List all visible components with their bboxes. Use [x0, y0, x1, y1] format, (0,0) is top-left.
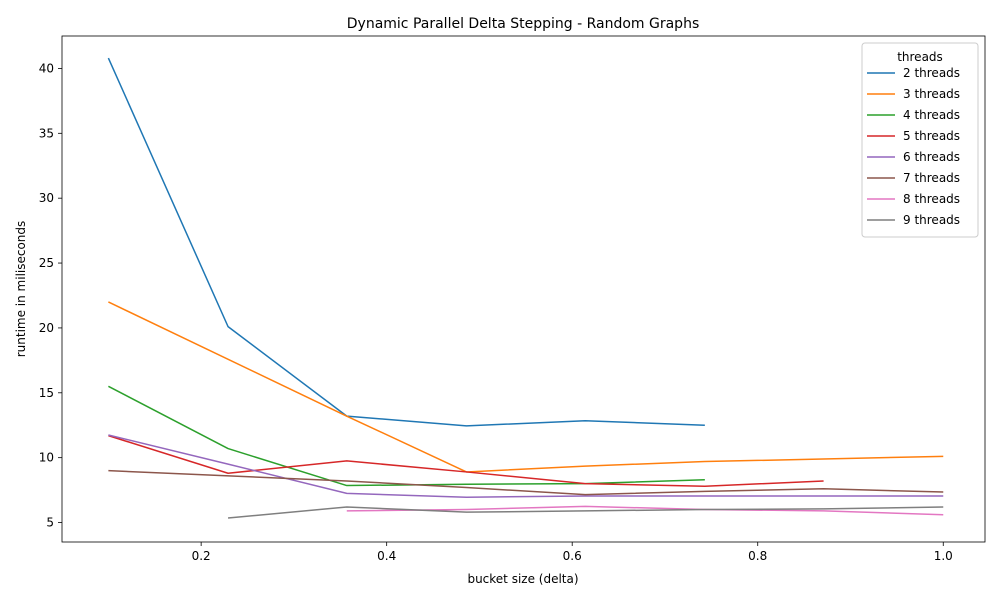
- legend-title: threads: [897, 50, 943, 64]
- legend-entry: 2 threads: [903, 66, 960, 80]
- plot-area: [61, 35, 986, 543]
- legend-entry: 8 threads: [903, 192, 960, 206]
- x-tick-label: 0.6: [563, 549, 582, 563]
- legend: threads 2 threads 3 threads 4 threads 5 thr…: [861, 42, 979, 238]
- y-tick-label: 25: [39, 256, 54, 270]
- x-axis-label: bucket size (delta): [467, 572, 578, 586]
- legend-box: [861, 42, 979, 238]
- y-tick-label: 30: [39, 191, 54, 205]
- series-line-6-threads: [108, 434, 944, 498]
- y-tick-label: 10: [39, 451, 54, 465]
- x-tick-label: 1.0: [934, 549, 953, 563]
- series-line-4-threads: [108, 385, 705, 487]
- legend-entry: 3 threads: [903, 87, 960, 101]
- plot-frame: [61, 35, 986, 543]
- series-line-2-threads: [107, 57, 705, 427]
- y-tick-label: 15: [39, 386, 54, 400]
- chart-title: Dynamic Parallel Delta Stepping - Random…: [347, 16, 699, 32]
- series-line-5-threads: [108, 434, 824, 487]
- x-tick-label: 0.2: [192, 549, 211, 563]
- legend-items: 2 threads 3 threads 4 threads 5 threads 6 th…: [867, 66, 960, 227]
- x-axis: 0.2 0.4 0.6 0.8 1.0: [192, 542, 953, 563]
- y-axis-label: runtime in miliseconds: [14, 221, 28, 358]
- series-line-8-threads: [346, 505, 944, 516]
- y-tick-label: 5: [46, 516, 54, 530]
- legend-entry: 9 threads: [903, 213, 960, 227]
- legend-entry: 6 threads: [903, 150, 960, 164]
- series-line-9-threads: [227, 506, 944, 519]
- series-layer: [107, 57, 944, 519]
- legend-entry: 7 threads: [903, 171, 960, 185]
- x-tick-label: 0.4: [377, 549, 396, 563]
- legend-entry: 5 threads: [903, 129, 960, 143]
- x-tick-label: 0.8: [748, 549, 767, 563]
- series-line-3-threads: [108, 301, 944, 473]
- y-tick-label: 20: [39, 321, 54, 335]
- y-tick-label: 40: [39, 61, 54, 75]
- legend-entry: 4 threads: [903, 108, 960, 122]
- series-line-7-threads: [108, 469, 944, 496]
- y-tick-label: 35: [39, 126, 54, 140]
- y-axis: 5 10 15 20 25 30 35 40: [39, 61, 62, 530]
